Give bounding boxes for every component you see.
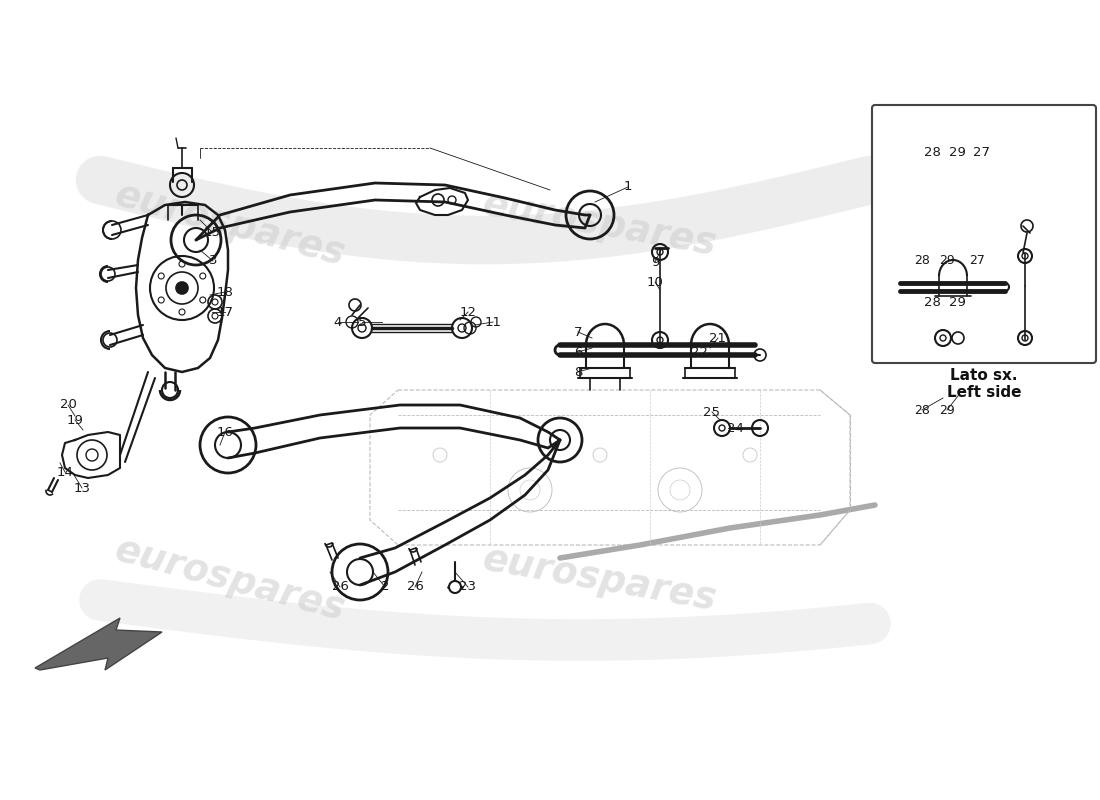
Polygon shape bbox=[35, 618, 162, 670]
FancyBboxPatch shape bbox=[872, 105, 1096, 363]
Text: 28: 28 bbox=[924, 295, 940, 309]
Text: 21: 21 bbox=[710, 331, 726, 345]
Text: 29: 29 bbox=[939, 254, 955, 266]
Text: 12: 12 bbox=[460, 306, 476, 318]
Text: 28: 28 bbox=[924, 146, 940, 158]
Text: 5: 5 bbox=[358, 315, 366, 329]
Text: 29: 29 bbox=[948, 295, 966, 309]
Text: 22: 22 bbox=[692, 346, 708, 359]
Text: 26: 26 bbox=[407, 581, 424, 594]
Text: 28: 28 bbox=[914, 403, 929, 417]
Text: 17: 17 bbox=[217, 306, 233, 318]
Text: 15: 15 bbox=[204, 226, 220, 238]
Text: 23: 23 bbox=[460, 581, 476, 594]
Text: 26: 26 bbox=[331, 581, 349, 594]
Text: eurospares: eurospares bbox=[111, 177, 349, 273]
Text: 29: 29 bbox=[948, 146, 966, 158]
Text: 29: 29 bbox=[939, 403, 955, 417]
Text: eurospares: eurospares bbox=[480, 542, 719, 618]
Text: 3: 3 bbox=[209, 254, 218, 267]
Text: 27: 27 bbox=[974, 146, 990, 158]
Text: 18: 18 bbox=[217, 286, 233, 298]
Circle shape bbox=[449, 581, 461, 593]
Text: 10: 10 bbox=[647, 275, 663, 289]
Text: 27: 27 bbox=[969, 254, 984, 266]
Circle shape bbox=[176, 282, 188, 294]
Text: 8: 8 bbox=[574, 366, 582, 378]
Text: 20: 20 bbox=[59, 398, 76, 411]
Text: 6: 6 bbox=[574, 346, 582, 358]
Text: 24: 24 bbox=[727, 422, 744, 434]
Text: 9: 9 bbox=[651, 255, 659, 269]
Text: 13: 13 bbox=[74, 482, 90, 494]
Text: eurospares: eurospares bbox=[480, 186, 719, 263]
Text: 11: 11 bbox=[484, 315, 502, 329]
Text: 25: 25 bbox=[704, 406, 720, 418]
Text: 2: 2 bbox=[381, 581, 389, 594]
Text: 16: 16 bbox=[217, 426, 233, 438]
Text: 19: 19 bbox=[67, 414, 84, 426]
Text: 1: 1 bbox=[624, 181, 632, 194]
Text: 28: 28 bbox=[914, 254, 929, 266]
Text: 7: 7 bbox=[574, 326, 582, 338]
Text: 4: 4 bbox=[333, 315, 342, 329]
Text: Lato sx.
Left side: Lato sx. Left side bbox=[947, 368, 1021, 400]
Text: eurospares: eurospares bbox=[111, 532, 349, 628]
Text: 14: 14 bbox=[56, 466, 74, 478]
